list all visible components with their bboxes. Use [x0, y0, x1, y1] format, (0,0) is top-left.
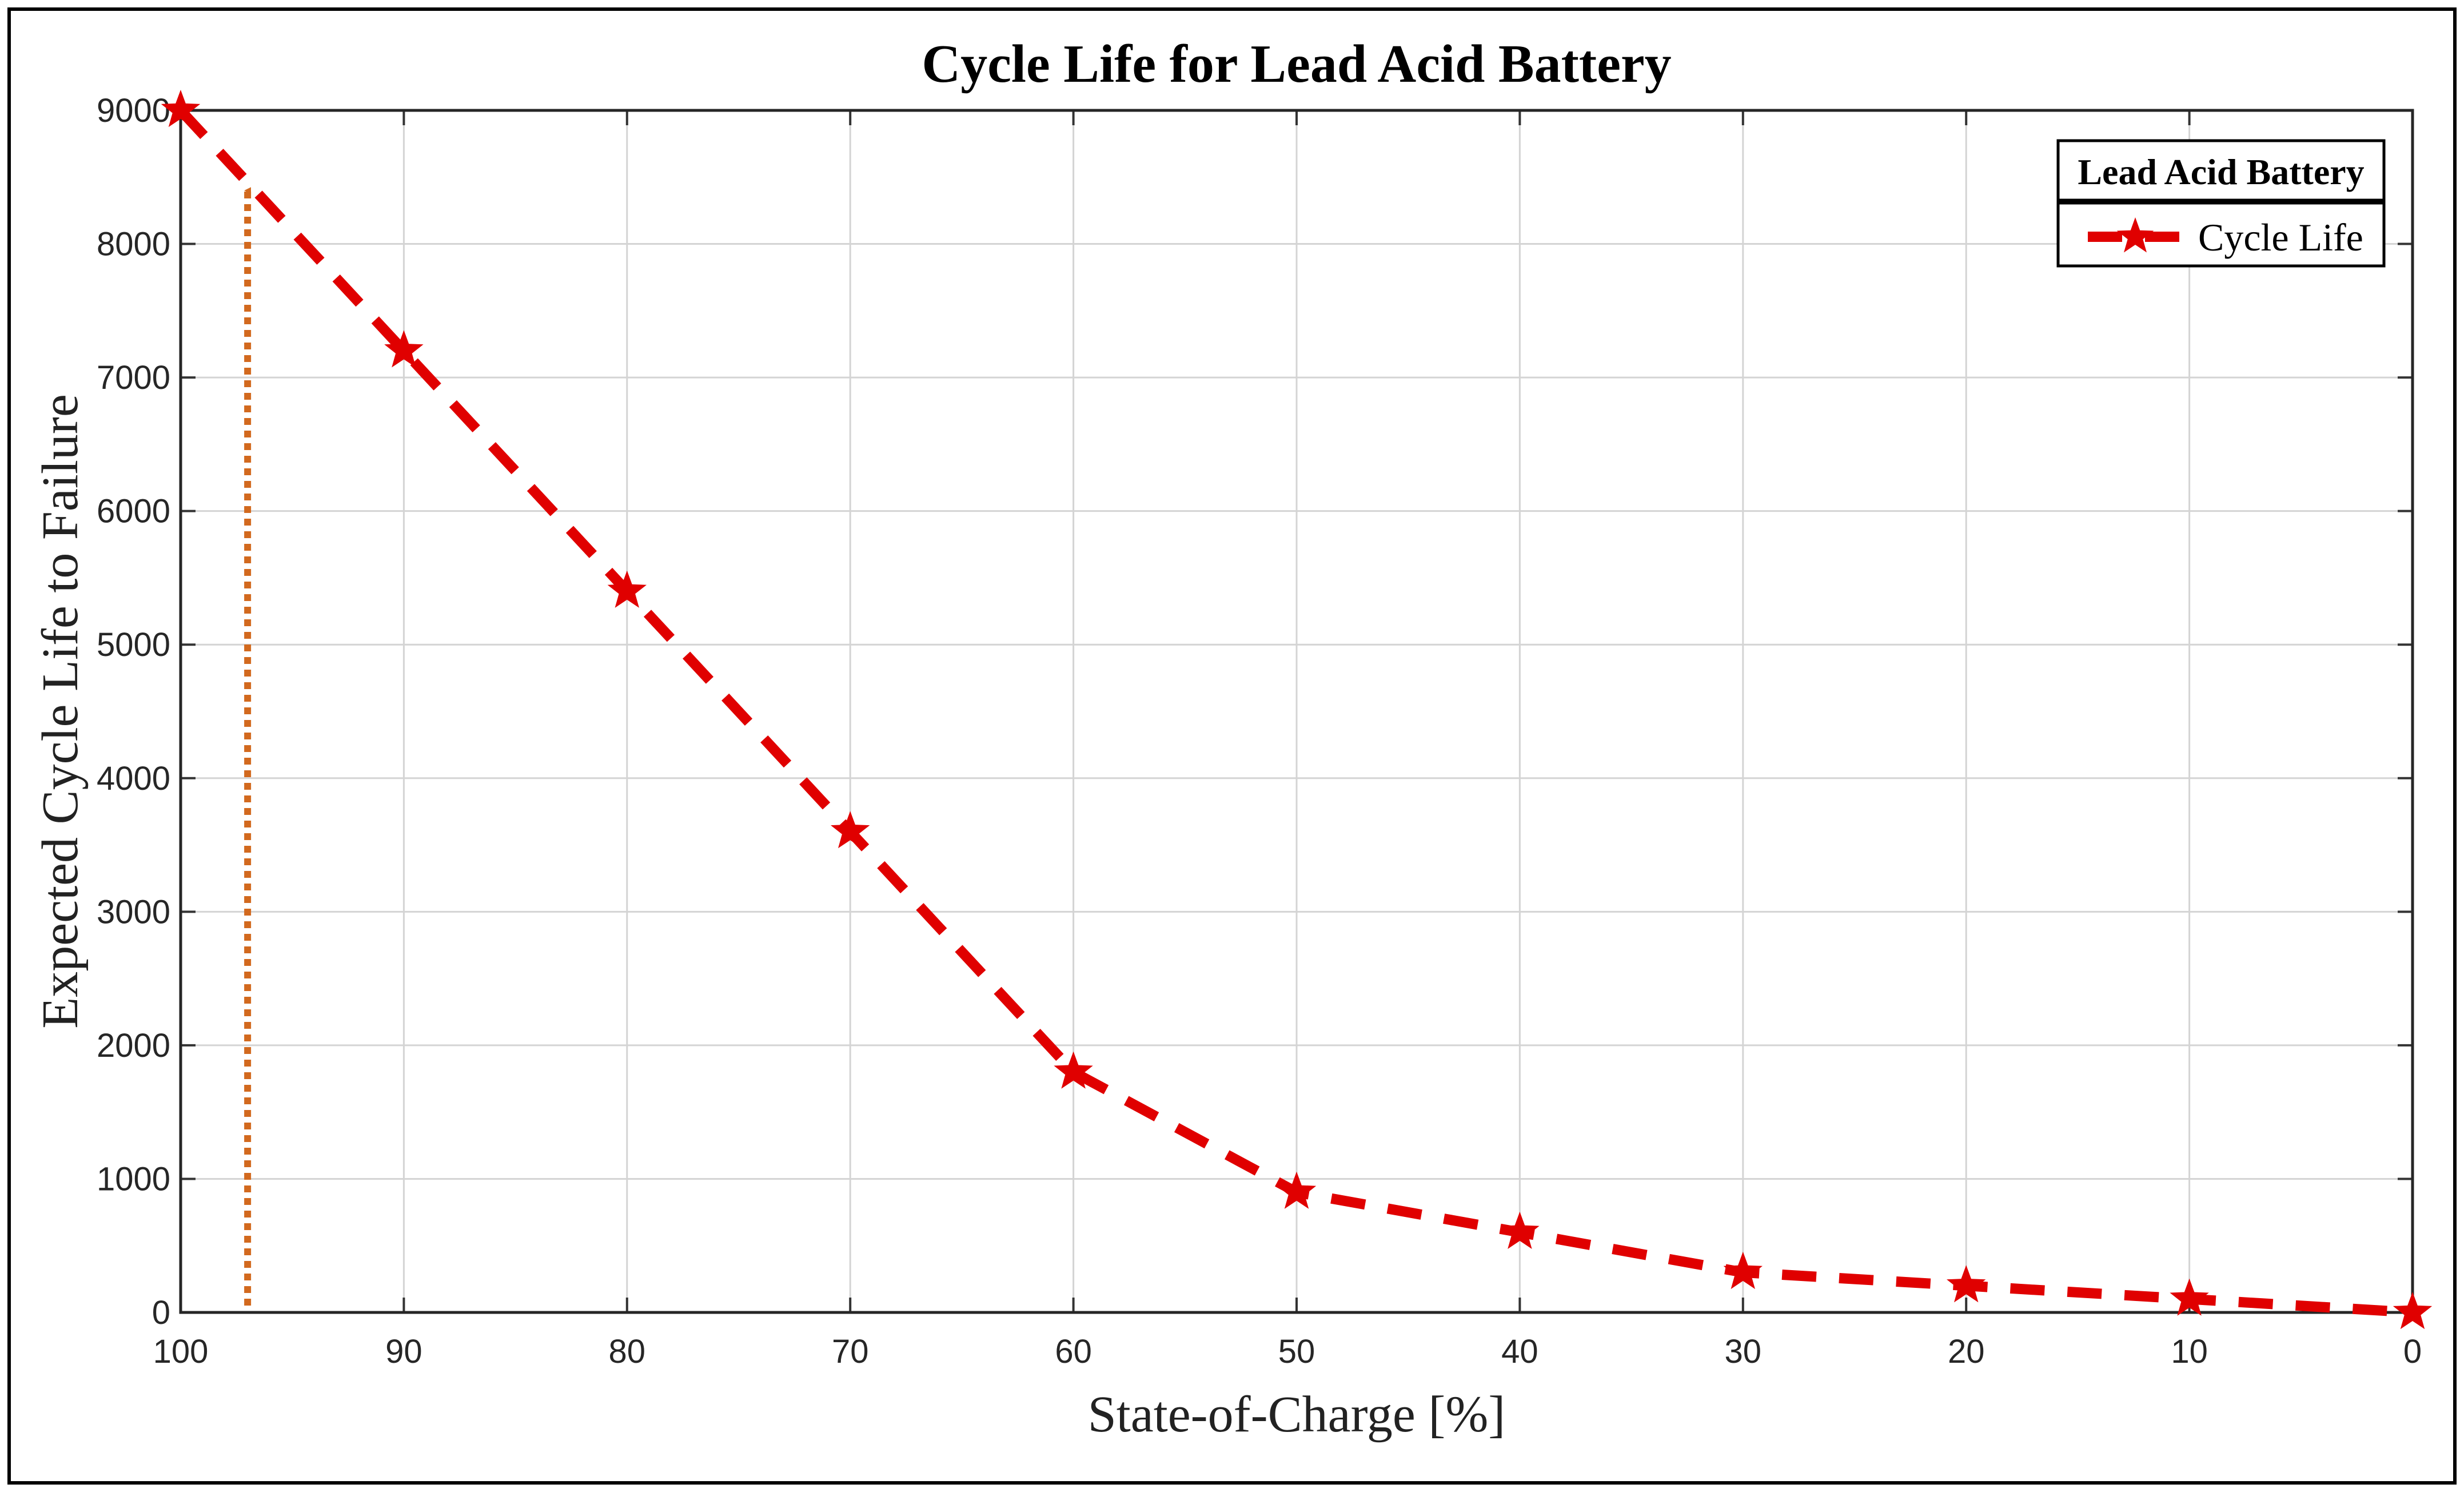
data-point-star	[2170, 1278, 2209, 1316]
data-point-star	[1723, 1251, 1763, 1290]
y-tick-label: 8000	[97, 226, 170, 263]
y-axis-label: Expected Cycle Life to Failure	[32, 394, 89, 1029]
y-tick-label: 5000	[97, 626, 170, 663]
x-tick-label: 20	[1948, 1333, 1985, 1370]
x-tick-label: 80	[609, 1333, 646, 1370]
legend-star-marker	[2116, 217, 2154, 253]
x-tick-label: 40	[1501, 1333, 1538, 1370]
y-tick-label: 0	[152, 1294, 170, 1331]
data-point-star	[831, 811, 870, 849]
data-point-star	[607, 570, 647, 608]
y-tick-label: 6000	[97, 493, 170, 530]
y-tick-labels: 0 1000 2000 3000 4000 5000 6000 7000 8000 9000	[97, 92, 170, 1331]
x-tick-label: 50	[1278, 1333, 1315, 1370]
x-tick-label: 10	[2171, 1333, 2208, 1370]
data-point-star	[1947, 1265, 1986, 1303]
x-tick-label: 100	[153, 1333, 209, 1370]
data-point-star	[384, 330, 424, 368]
series-layer	[161, 90, 2433, 1330]
legend-title: Lead Acid Battery	[2078, 152, 2364, 192]
legend-title-box	[2056, 139, 2386, 202]
y-tick-label: 9000	[97, 92, 170, 129]
y-tick-label: 3000	[97, 893, 170, 930]
data-point-star	[1054, 1051, 1093, 1089]
y-tick-label: 7000	[97, 359, 170, 396]
y-tick-label: 1000	[97, 1160, 170, 1197]
y-tick-label: 2000	[97, 1027, 170, 1064]
x-tick-label: 90	[385, 1333, 422, 1370]
legend-entry-label: Cycle Life	[2198, 216, 2363, 259]
data-point-star	[1500, 1211, 1540, 1249]
x-tick-label: 0	[2403, 1333, 2422, 1370]
x-tick-label: 30	[1725, 1333, 1762, 1370]
data-point-star	[161, 90, 201, 128]
x-tick-label: 70	[832, 1333, 869, 1370]
x-axis-label: State-of-Charge [%]	[1088, 1386, 1506, 1443]
data-point-star	[1277, 1171, 1317, 1209]
y-tick-label: 4000	[97, 760, 170, 797]
data-point-star	[2393, 1292, 2433, 1330]
x-tick-labels: 100 90 80 70 60 50 40 30 20 10 0	[153, 1333, 2422, 1370]
legend: Lead Acid Battery Cycle Life	[2056, 139, 2386, 268]
axes-box	[179, 109, 2414, 1314]
x-tick-label: 60	[1055, 1333, 1092, 1370]
chart-title: Cycle Life for Lead Acid Battery	[922, 34, 1671, 94]
